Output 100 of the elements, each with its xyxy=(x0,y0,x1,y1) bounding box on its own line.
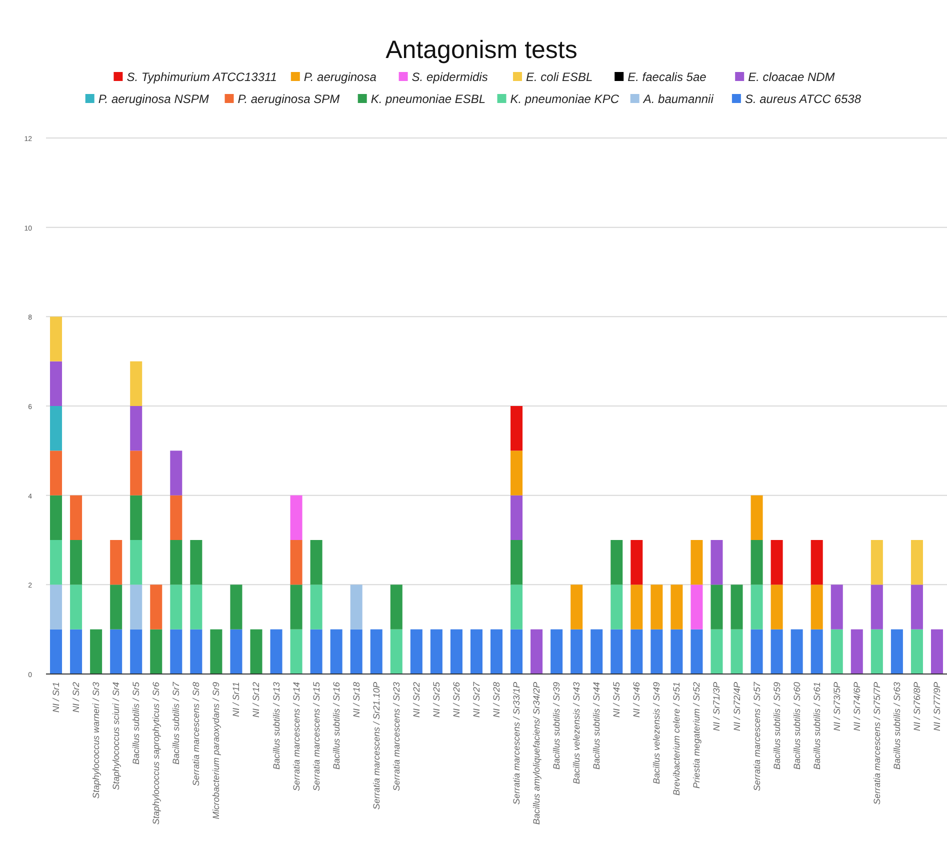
x-tick-label: NI / Sr12 xyxy=(251,682,262,718)
x-tick-label: NI / Sr11 xyxy=(231,682,242,717)
x-tick-label: Staphylococcus saprophyticus / Sr6 xyxy=(151,682,162,825)
x-tick-label: Serratia marcescens / Sr23 xyxy=(391,682,402,792)
bar xyxy=(110,540,122,585)
bar xyxy=(450,629,462,674)
legend-label: K. pneumoniae KPC xyxy=(510,92,620,106)
x-tick-label: Bacillus amyloliquefaciens/ Sr34/2P xyxy=(532,682,542,825)
bar xyxy=(710,584,723,630)
bar xyxy=(290,584,302,630)
bar xyxy=(130,540,142,585)
bar xyxy=(230,629,242,674)
bar xyxy=(330,629,342,674)
bar xyxy=(370,629,382,674)
legend-label: A. baumannii xyxy=(642,92,714,106)
x-tick-label: Staphylococcus sciuri / Sr4 xyxy=(111,682,122,790)
bar xyxy=(170,629,182,674)
bar xyxy=(790,629,803,674)
legend-label: S. epidermidis xyxy=(412,70,488,84)
x-tick-label: Priestia megaterium / Sr52 xyxy=(692,682,702,789)
bar xyxy=(530,629,543,674)
bar xyxy=(470,629,482,674)
bar xyxy=(630,584,643,630)
bar xyxy=(610,540,623,585)
bar xyxy=(690,540,703,585)
bar xyxy=(310,584,322,630)
bar xyxy=(350,584,362,630)
bar xyxy=(390,584,402,630)
bar xyxy=(510,584,523,630)
bar xyxy=(510,450,523,496)
x-tick-label: Serratia marcescens / Sr57 xyxy=(752,681,762,792)
x-tick-label: NI / Sr71/3P xyxy=(712,682,722,732)
bar xyxy=(510,495,523,540)
bar xyxy=(230,584,242,630)
bar xyxy=(170,495,182,540)
bar xyxy=(50,450,62,496)
bar xyxy=(170,540,182,585)
x-tick-label: NI / Sr74/6P xyxy=(852,682,862,732)
bar xyxy=(570,629,583,674)
bar xyxy=(130,495,142,540)
x-tick-label: NI / Sr72/4P xyxy=(732,682,742,732)
bar xyxy=(350,629,362,674)
bar xyxy=(110,584,122,630)
bar xyxy=(310,540,322,585)
bar xyxy=(670,584,683,630)
bar xyxy=(210,629,222,674)
bar xyxy=(650,629,663,674)
bar xyxy=(810,540,823,585)
bar xyxy=(510,406,523,451)
bar xyxy=(70,540,82,585)
bar xyxy=(870,629,883,674)
bar xyxy=(50,406,62,451)
bar xyxy=(50,495,62,540)
x-tick-label: Serratia marcescens / Sr14 xyxy=(291,682,302,792)
bar xyxy=(130,406,142,451)
legend-label: P. aeruginosa xyxy=(304,70,377,84)
bar xyxy=(50,584,62,630)
x-tick-label: NI / Sr22 xyxy=(411,682,422,718)
bar xyxy=(270,629,282,674)
bar xyxy=(170,450,182,496)
x-tick-label: Bacillus subtilis / Sr44 xyxy=(592,682,602,770)
bar xyxy=(650,584,663,630)
bar xyxy=(750,584,763,630)
x-tick-label: Serratia marcescens / Sr8 xyxy=(191,682,202,786)
x-tick-label: Microbacterium paraoxydans / Sr9 xyxy=(211,682,222,820)
bar xyxy=(770,540,783,585)
x-tick-label: Bacillus subtilis / Sr63 xyxy=(892,682,902,770)
bar xyxy=(90,629,102,674)
legend-label: K. pneumoniae ESBL xyxy=(370,92,486,106)
x-tick-label: Brevibacterium celere / Sr51 xyxy=(672,682,682,796)
x-tick-label: Serratia marcescens / Sr33/1P xyxy=(512,682,522,805)
bar xyxy=(910,629,923,674)
bar xyxy=(710,629,723,674)
bar xyxy=(50,540,62,585)
bar xyxy=(670,629,683,674)
x-tick-label: Bacillus subtilis / Sr5 xyxy=(131,681,142,765)
bar xyxy=(890,629,903,674)
bar xyxy=(170,584,182,630)
x-tick-label: NI / Sr76/8P xyxy=(912,682,922,732)
bar xyxy=(510,540,523,585)
bar xyxy=(830,584,843,630)
bar xyxy=(70,495,82,540)
x-tick-label: Bacillus subtilis / Sr7 xyxy=(171,681,182,765)
bar xyxy=(870,584,883,630)
bar xyxy=(70,584,82,630)
legend-label: S. aureus ATCC 6538 xyxy=(744,92,862,106)
bar xyxy=(870,540,883,585)
bar xyxy=(570,584,583,630)
x-tick-label: NI / Sr27 xyxy=(471,681,482,718)
bar xyxy=(510,629,523,674)
bar xyxy=(830,629,843,674)
x-tick-label: Bacillus subtilis / Sr39 xyxy=(552,682,562,770)
x-tick-label: Serratia marcescens / Sr21.10P xyxy=(371,682,382,810)
bar xyxy=(630,540,643,585)
bar xyxy=(310,629,322,674)
bar xyxy=(610,584,623,630)
bar xyxy=(750,629,763,674)
bar xyxy=(110,629,122,674)
bar xyxy=(730,629,743,674)
legend-label: P. aeruginosa SPM xyxy=(238,92,340,106)
